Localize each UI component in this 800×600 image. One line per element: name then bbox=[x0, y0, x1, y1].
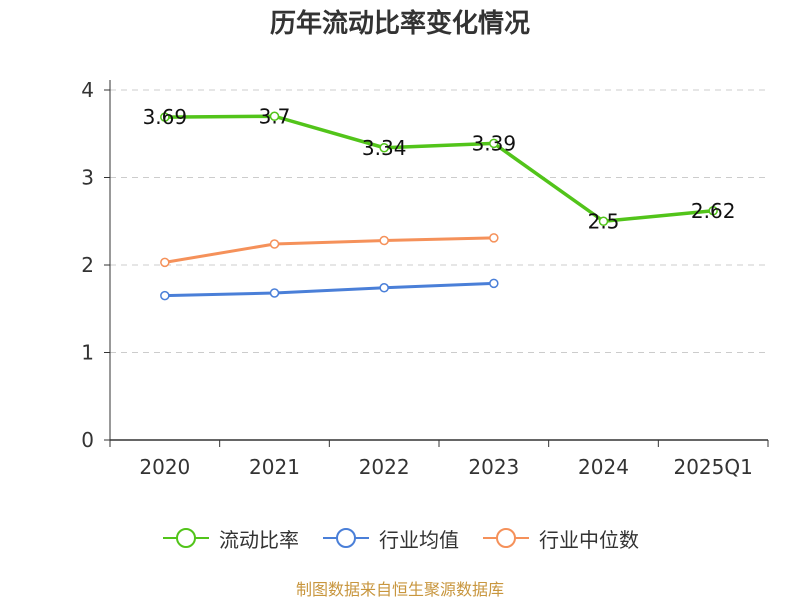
y-tick-label: 2 bbox=[81, 253, 94, 277]
x-tick-label: 2025Q1 bbox=[673, 455, 752, 479]
data-point-1 bbox=[489, 278, 499, 289]
x-tick-label: 2023 bbox=[468, 455, 519, 479]
legend-marker-current-ratio bbox=[163, 528, 209, 548]
legend-item-industry-median[interactable]: 行业中位数 bbox=[481, 524, 639, 553]
y-tick-label: 0 bbox=[81, 428, 94, 452]
legend-item-industry-mean[interactable]: 行业均值 bbox=[321, 524, 459, 553]
data-label: 3.34 bbox=[362, 136, 407, 160]
data-label: 2.5 bbox=[588, 209, 620, 233]
data-point-0 bbox=[379, 143, 389, 153]
data-label: 3.7 bbox=[259, 104, 291, 128]
data-point-0 bbox=[708, 206, 718, 216]
series-line-0 bbox=[164, 114, 714, 223]
x-tick-label: 2020 bbox=[139, 455, 190, 479]
data-point-2 bbox=[269, 239, 280, 249]
data-label: 2.62 bbox=[691, 199, 736, 223]
legend-label-industry-median: 行业中位数 bbox=[539, 527, 639, 552]
legend: 流动比率 行业均值 行业中位数 bbox=[0, 518, 800, 558]
y-tick-label: 3 bbox=[81, 166, 94, 190]
chart-title: 历年流动比率变化情况 bbox=[269, 9, 530, 39]
data-point-2 bbox=[160, 257, 170, 268]
y-tick-label: 4 bbox=[81, 78, 94, 102]
data-point-1 bbox=[269, 288, 280, 298]
x-tick-label: 2021 bbox=[249, 455, 300, 479]
series-line-1 bbox=[164, 281, 494, 298]
data-label: 3.69 bbox=[143, 105, 188, 129]
y-tick-label: 1 bbox=[81, 341, 94, 365]
data-point-0 bbox=[269, 111, 280, 121]
legend-label-industry-mean: 行业均值 bbox=[379, 527, 459, 552]
data-label: 3.39 bbox=[472, 131, 517, 155]
data-point-2 bbox=[489, 233, 499, 243]
legend-marker-industry-mean bbox=[323, 528, 369, 548]
data-point-0 bbox=[598, 216, 609, 226]
legend-item-current-ratio[interactable]: 流动比率 bbox=[161, 524, 299, 553]
data-point-1 bbox=[379, 283, 389, 293]
series-line-2 bbox=[164, 236, 494, 264]
data-point-2 bbox=[379, 235, 389, 246]
x-tick-label: 2024 bbox=[578, 455, 629, 479]
legend-marker-industry-median bbox=[483, 528, 529, 548]
legend-label-current-ratio: 流动比率 bbox=[219, 527, 299, 552]
data-point-0 bbox=[489, 138, 499, 149]
x-tick-label: 2022 bbox=[359, 455, 410, 479]
data-point-1 bbox=[160, 290, 170, 301]
source-note: 制图数据来自恒生聚源数据库 bbox=[295, 580, 504, 599]
data-point-0 bbox=[160, 112, 170, 122]
